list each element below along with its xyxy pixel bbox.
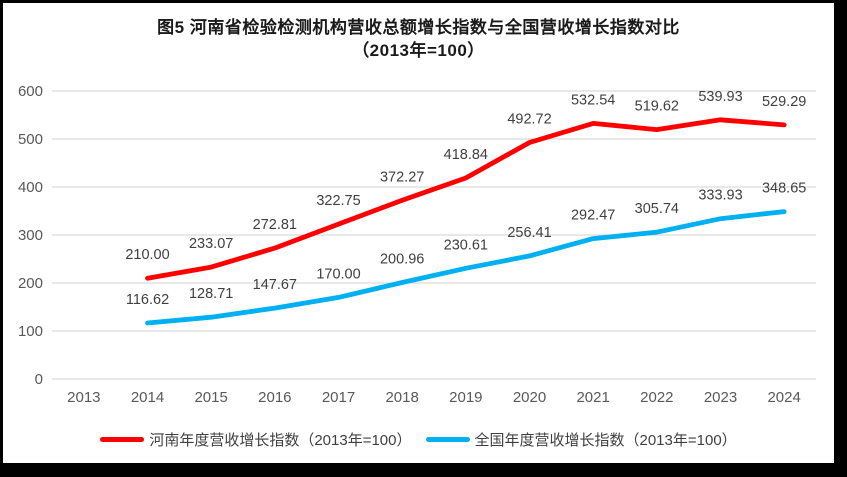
legend-item-henan: 河南年度营收增长指数（2013年=100） [100, 429, 412, 450]
legend-item-national: 全国年度营收增长指数（2013年=100） [425, 429, 737, 450]
data-label-series-0: 532.54 [571, 92, 615, 108]
data-label-series-1: 305.74 [635, 201, 679, 217]
x-axis-tick-label: 2014 [131, 389, 164, 406]
data-label-series-0: 233.07 [189, 236, 233, 252]
data-label-series-0: 322.75 [316, 193, 360, 209]
x-axis-tick-label: 2020 [513, 389, 546, 406]
data-label-series-1: 333.93 [698, 188, 742, 204]
data-label-series-1: 348.65 [762, 181, 806, 197]
series-line-0 [145, 117, 787, 281]
legend-swatch-henan [100, 437, 145, 442]
data-label-series-0: 210.00 [125, 247, 169, 263]
x-axis-tick-label: 2013 [67, 389, 100, 406]
x-axis-tick-label: 2021 [576, 389, 609, 406]
data-label-series-1: 147.67 [253, 277, 297, 293]
chart-svg: 0 100 200 300 400 500 600 2013 2014 2015 2016 2017 2… [18, 83, 816, 406]
data-label-series-1: 292.47 [571, 208, 615, 224]
legend-label-henan: 河南年度营收增长指数（2013年=100） [149, 432, 412, 449]
x-axis-tick-label: 2024 [767, 389, 800, 406]
series-line-1 [145, 209, 787, 326]
y-axis-tick-label: 100 [18, 323, 43, 340]
x-axis-tick-label: 2022 [640, 389, 673, 406]
data-label-series-0: 529.29 [762, 94, 806, 110]
chart-title-block: 图5 河南省检验检测机构营收总额增长指数与全国营收增长指数对比 （2013年=1… [3, 16, 834, 62]
data-label-series-0: 372.27 [380, 169, 424, 185]
y-axis-tick-label: 400 [18, 179, 43, 196]
data-label-series-1: 128.71 [189, 286, 233, 302]
legend-swatch-national [425, 437, 470, 442]
x-axis-tick-label: 2023 [704, 389, 737, 406]
y-axis-tick-label: 600 [18, 83, 43, 100]
x-axis-tick-label: 2018 [385, 389, 418, 406]
y-axis-tick-label: 0 [35, 371, 43, 388]
chart-title: 图5 河南省检验检测机构营收总额增长指数与全国营收增长指数对比 [157, 18, 680, 37]
legend-label-national: 全国年度营收增长指数（2013年=100） [474, 432, 737, 449]
x-axis-tick-label: 2017 [322, 389, 355, 406]
data-label-series-0: 539.93 [698, 89, 742, 105]
y-axis-tick-label: 500 [18, 131, 43, 148]
chart-legend: 河南年度营收增长指数（2013年=100） 全国年度营收增长指数（2013年=1… [3, 429, 834, 450]
x-axis-tick-label: 2015 [194, 389, 227, 406]
x-axis-tick-label: 2016 [258, 389, 291, 406]
data-label-series-1: 256.41 [507, 225, 551, 241]
data-label-series-0: 492.72 [507, 111, 551, 127]
chart-subtitle: （2013年=100） [352, 41, 485, 60]
data-label-series-0: 519.62 [635, 99, 679, 115]
x-axis-tick-label: 2019 [449, 389, 482, 406]
y-axis-tick-label: 200 [18, 275, 43, 292]
data-label-series-1: 230.61 [444, 237, 488, 253]
data-label-series-0: 418.84 [444, 147, 488, 163]
data-label-series-1: 116.62 [126, 292, 169, 308]
data-label-series-0: 272.81 [253, 217, 297, 233]
y-axis-tick-label: 300 [18, 227, 43, 244]
data-label-series-1: 200.96 [380, 252, 424, 268]
data-label-series-1: 170.00 [316, 266, 360, 282]
